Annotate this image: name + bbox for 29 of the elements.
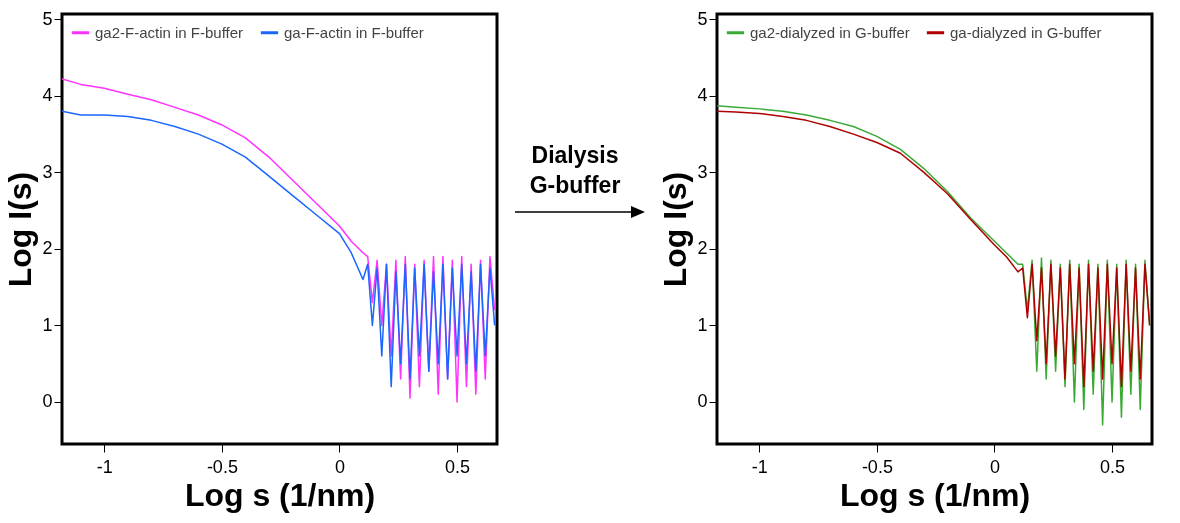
- y-tick-label: 0: [697, 391, 708, 412]
- x-tick-label: 0: [334, 456, 345, 477]
- legend-label: ga2-F-actin in F-buffer: [95, 23, 244, 41]
- y-axis-title: Log I(s): [2, 171, 39, 288]
- text: Dialysis G-buffer: [528, 141, 622, 200]
- legend-label: ga-F-actin in F-buffer: [284, 23, 424, 41]
- y-tick-label: 1: [42, 314, 53, 335]
- x-axis-title: Log s (1/nm): [839, 476, 1031, 513]
- y-tick-label: 5: [697, 8, 708, 29]
- legend-label: ga2-dialyzed in G-buffer: [750, 23, 910, 41]
- y-tick-label: 2: [697, 238, 708, 259]
- x-tick-label: -0.5: [861, 456, 893, 477]
- x-tick-label: -0.5: [206, 456, 238, 477]
- y-tick-label: 5: [42, 8, 53, 29]
- x-axis-title: Log s (1/nm): [184, 476, 376, 513]
- x-tick-label: 0.5: [1100, 456, 1126, 477]
- y-axis-title: Log I(s): [657, 171, 694, 288]
- y-tick-label: 0: [42, 391, 53, 412]
- y-tick-label: 3: [42, 161, 53, 182]
- x-tick-label: -1: [751, 456, 768, 477]
- x-tick-label: 0.5: [445, 456, 471, 477]
- y-tick-label: 3: [697, 161, 708, 182]
- y-tick-label: 4: [42, 85, 53, 106]
- x-tick-label: 0: [989, 456, 1000, 477]
- y-tick-label: 1: [697, 314, 708, 335]
- y-tick-label: 4: [697, 85, 708, 106]
- legend-label: ga-dialyzed in G-buffer: [950, 23, 1102, 41]
- y-tick-label: 2: [42, 238, 53, 259]
- x-tick-label: -1: [96, 456, 113, 477]
